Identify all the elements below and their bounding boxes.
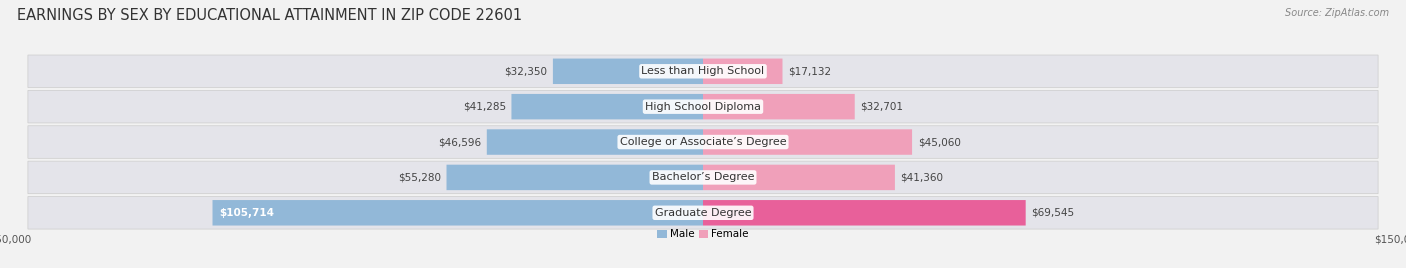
FancyBboxPatch shape (703, 58, 783, 84)
FancyBboxPatch shape (28, 126, 1378, 158)
FancyBboxPatch shape (486, 129, 703, 155)
FancyBboxPatch shape (212, 200, 703, 226)
Text: EARNINGS BY SEX BY EDUCATIONAL ATTAINMENT IN ZIP CODE 22601: EARNINGS BY SEX BY EDUCATIONAL ATTAINMEN… (17, 8, 522, 23)
FancyBboxPatch shape (28, 196, 1378, 229)
Text: $105,714: $105,714 (219, 208, 274, 218)
Text: $45,060: $45,060 (918, 137, 960, 147)
FancyBboxPatch shape (703, 94, 855, 120)
FancyBboxPatch shape (512, 94, 703, 120)
Text: $17,132: $17,132 (787, 66, 831, 76)
Text: $41,285: $41,285 (463, 102, 506, 112)
Text: Less than High School: Less than High School (641, 66, 765, 76)
Text: College or Associate’s Degree: College or Associate’s Degree (620, 137, 786, 147)
FancyBboxPatch shape (553, 58, 703, 84)
FancyBboxPatch shape (28, 55, 1378, 88)
FancyBboxPatch shape (28, 90, 1378, 123)
Text: $69,545: $69,545 (1031, 208, 1074, 218)
FancyBboxPatch shape (703, 165, 894, 190)
FancyBboxPatch shape (703, 200, 1025, 226)
Legend: Male, Female: Male, Female (658, 229, 748, 239)
FancyBboxPatch shape (28, 161, 1378, 194)
FancyBboxPatch shape (447, 165, 703, 190)
FancyBboxPatch shape (703, 129, 912, 155)
Text: $41,360: $41,360 (900, 172, 943, 183)
Text: $46,596: $46,596 (439, 137, 481, 147)
Text: Bachelor’s Degree: Bachelor’s Degree (652, 172, 754, 183)
Text: $32,701: $32,701 (860, 102, 903, 112)
Text: Graduate Degree: Graduate Degree (655, 208, 751, 218)
Text: High School Diploma: High School Diploma (645, 102, 761, 112)
Text: $32,350: $32,350 (505, 66, 547, 76)
Text: $55,280: $55,280 (398, 172, 441, 183)
Text: Source: ZipAtlas.com: Source: ZipAtlas.com (1285, 8, 1389, 18)
